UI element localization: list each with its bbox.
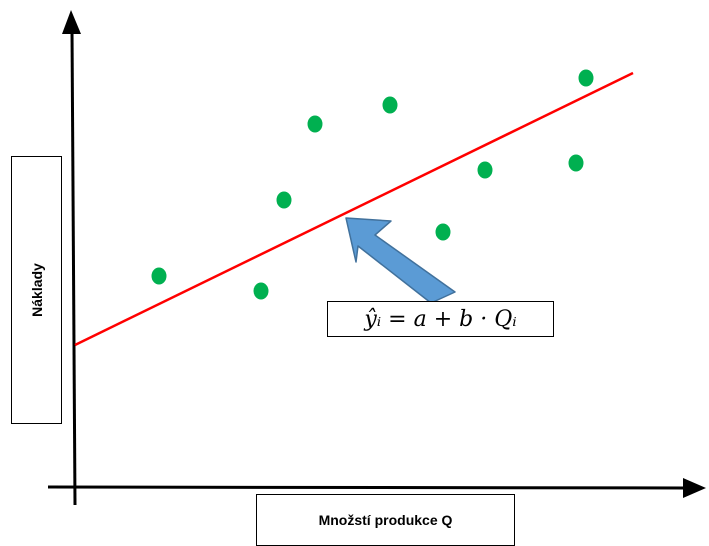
data-point [435,223,451,241]
regression-line [74,71,634,347]
data-point [578,69,594,87]
data-point [568,154,584,172]
regression-formula: ŷᵢ = a + b · Qᵢ [364,306,517,332]
y-axis-label: Náklady [28,263,45,317]
data-point [307,115,323,133]
x-axis-label: Množstí produkce Q [318,512,453,528]
data-points [151,69,594,300]
data-point [382,96,398,114]
data-point [253,282,269,300]
x-axis-label-box: Množstí produkce Q [256,494,515,546]
x-axis-line [47,485,686,490]
regression-formula-box: ŷᵢ = a + b · Qᵢ [327,301,554,337]
y-axis-arrowhead [62,10,81,34]
data-point [151,267,167,285]
data-point [276,191,292,209]
y-axis-label-box: Náklady [11,156,62,424]
pointer-arrow [345,217,456,304]
x-axis-arrowhead [683,478,706,498]
y-axis-line [70,29,77,506]
data-point [477,161,493,179]
